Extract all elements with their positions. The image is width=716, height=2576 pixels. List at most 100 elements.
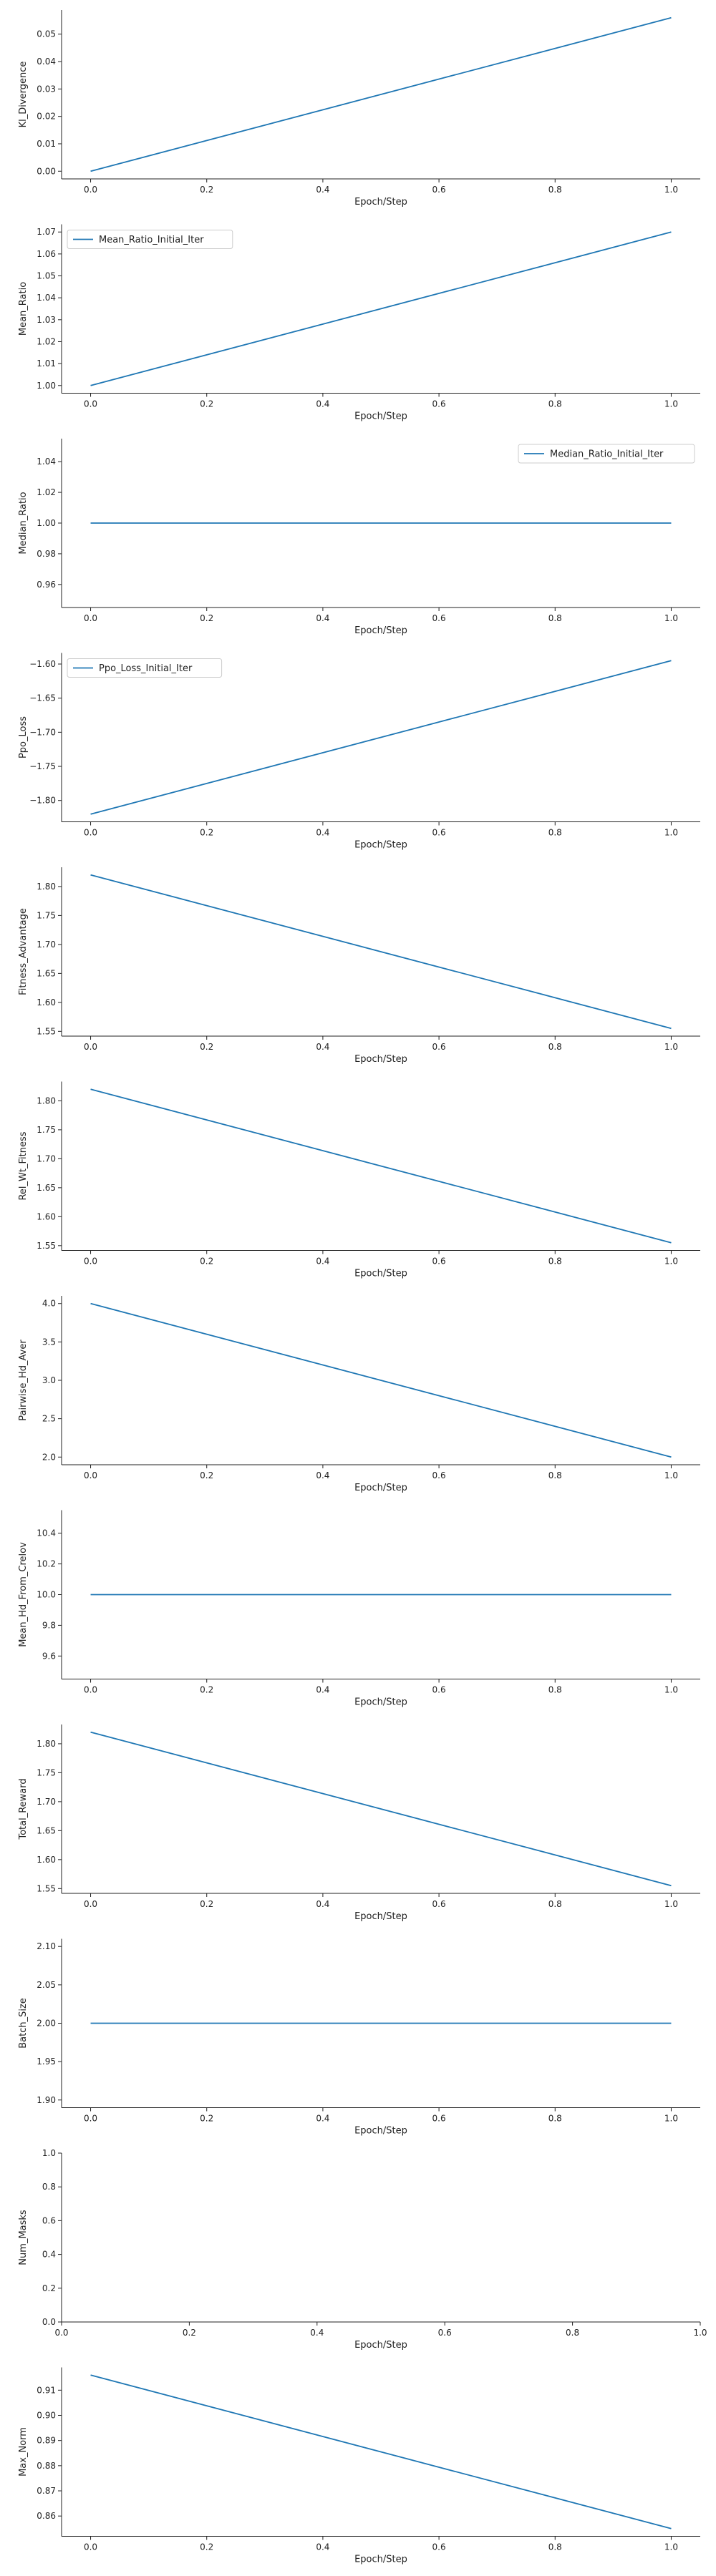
x-axis-label: Epoch/Step [354,625,407,636]
x-tick-label: 0.8 [548,2114,562,2124]
x-tick-label: 1.0 [664,2542,678,2552]
y-tick-label: 1.80 [37,1096,56,1106]
x-tick-label: 0.0 [54,2328,68,2338]
series-line [90,231,672,386]
series-line [90,2374,672,2529]
x-tick-label: 0.8 [548,613,562,623]
y-tick-label: 0.0 [42,2317,56,2327]
y-tick-label: 9.8 [42,1620,56,1630]
x-axis-label: Epoch/Step [354,2126,407,2137]
x-tick-label: 0.0 [84,1685,97,1695]
x-tick-label: 0.6 [432,1685,446,1695]
y-tick-label: −1.75 [29,761,56,771]
y-tick-label: 1.55 [37,1883,56,1893]
x-tick-label: 0.2 [200,1685,213,1695]
x-tick-label: 0.2 [200,2114,213,2124]
x-tick-label: 1.0 [664,613,678,623]
y-tick-label: 10.0 [37,1590,56,1600]
y-tick-label: 0.91 [37,2385,56,2395]
y-tick-label: 0.04 [37,57,56,67]
y-tick-label: 0.00 [37,166,56,176]
x-tick-label: 0.8 [548,2542,562,2552]
x-tick-label: 0.0 [84,1042,97,1052]
x-tick-label: 0.2 [200,185,213,195]
y-tick-label: 10.2 [37,1559,56,1569]
series-line [90,874,672,1030]
y-tick-label: 1.65 [37,1825,56,1835]
subplot-12: 0.0 0.2 0.4 0.6 0.8 1.0 0.86 0.87 0.88 0.89 0.90 0.… [18,2367,700,2565]
x-tick-label: 1.0 [664,1685,678,1695]
x-tick-label: 1.0 [693,2328,707,2338]
y-tick-label: 1.65 [37,1183,56,1193]
y-tick-label: 1.01 [37,358,56,369]
y-tick-label: 1.04 [37,293,56,303]
y-tick-label: 1.55 [37,1026,56,1036]
subplot-7: 0.0 0.2 0.4 0.6 0.8 1.0 2.0 2.5 3.0 3.5 4.0 Epoch/S… [18,1296,700,1493]
subplot-4: 0.0 0.2 0.4 0.6 0.8 1.0 −1.80 −1.75 −1.70 −1.65 −1… [18,653,700,851]
x-tick-label: 1.0 [664,1257,678,1267]
y-tick-label: 3.5 [42,1337,56,1347]
y-tick-label: 0.6 [42,2215,56,2225]
x-tick-label: 0.6 [432,185,446,195]
x-tick-label: 0.0 [84,1899,97,1909]
y-tick-label: 1.06 [37,249,56,259]
y-tick-label: −1.65 [29,693,56,703]
x-tick-label: 0.2 [200,1042,213,1052]
y-tick-label: 1.03 [37,315,56,325]
y-tick-label: 0.89 [37,2436,56,2446]
x-tick-label: 0.6 [432,828,446,838]
series-line [90,660,672,815]
y-tick-label: −1.60 [29,659,56,669]
x-tick-label: 0.6 [432,1042,446,1052]
y-axis-label: Fitness_Advantage [18,908,29,995]
x-tick-label: 1.0 [664,1042,678,1052]
x-tick-label: 0.4 [310,2328,324,2338]
x-tick-label: 0.4 [316,185,329,195]
y-axis-label: Batch_Size [18,1998,29,2049]
x-tick-label: 0.0 [84,613,97,623]
x-tick-label: 1.0 [664,185,678,195]
y-tick-label: −1.70 [29,727,56,737]
x-tick-label: 0.2 [200,1257,213,1267]
x-tick-label: 0.2 [200,1899,213,1909]
x-tick-label: 0.0 [84,1470,97,1480]
y-tick-label: 0.03 [37,84,56,94]
y-axis-label: Max_Norm [18,2427,29,2477]
y-tick-label: 10.4 [37,1528,56,1538]
x-axis-label: Epoch/Step [354,1269,407,1279]
x-tick-label: 0.8 [566,2328,579,2338]
y-tick-label: 0.86 [37,2511,56,2521]
y-tick-label: 0.88 [37,2461,56,2471]
y-tick-label: 1.05 [37,271,56,281]
x-tick-label: 0.2 [200,399,213,409]
y-tick-label: 1.70 [37,940,56,950]
x-tick-label: 1.0 [664,1470,678,1480]
y-tick-label: 0.90 [37,2411,56,2421]
y-tick-label: 0.4 [42,2250,56,2260]
series-line [90,1088,672,1244]
x-tick-label: 0.8 [548,1257,562,1267]
legend-label: Ppo_Loss_Initial_Iter [99,663,193,674]
x-tick-label: 0.6 [432,2114,446,2124]
legend-box [67,658,223,678]
x-tick-label: 0.4 [316,1899,329,1909]
x-axis-label: Epoch/Step [354,840,407,851]
x-tick-label: 0.4 [316,2542,329,2552]
x-tick-label: 0.8 [548,1685,562,1695]
x-tick-label: 1.0 [664,828,678,838]
y-tick-label: 1.80 [37,1739,56,1749]
y-tick-label: 0.2 [42,2283,56,2293]
y-tick-label: 1.02 [37,336,56,346]
x-tick-label: 0.2 [200,2542,213,2552]
y-tick-label: 1.75 [37,1767,56,1777]
x-tick-label: 0.2 [183,2328,196,2338]
legend: Median_Ratio_Initial_Iter [518,444,695,464]
series-line [90,1302,672,1458]
x-tick-label: 1.0 [664,1899,678,1909]
subplot-8: 0.0 0.2 0.4 0.6 0.8 1.0 9.6 9.8 10.0 10.2 10.4 Epoc… [18,1510,700,1708]
x-tick-label: 0.0 [84,2542,97,2552]
y-tick-label: 1.70 [37,1153,56,1163]
legend-label: Median_Ratio_Initial_Iter [550,449,664,460]
x-axis-label: Epoch/Step [354,1483,407,1493]
